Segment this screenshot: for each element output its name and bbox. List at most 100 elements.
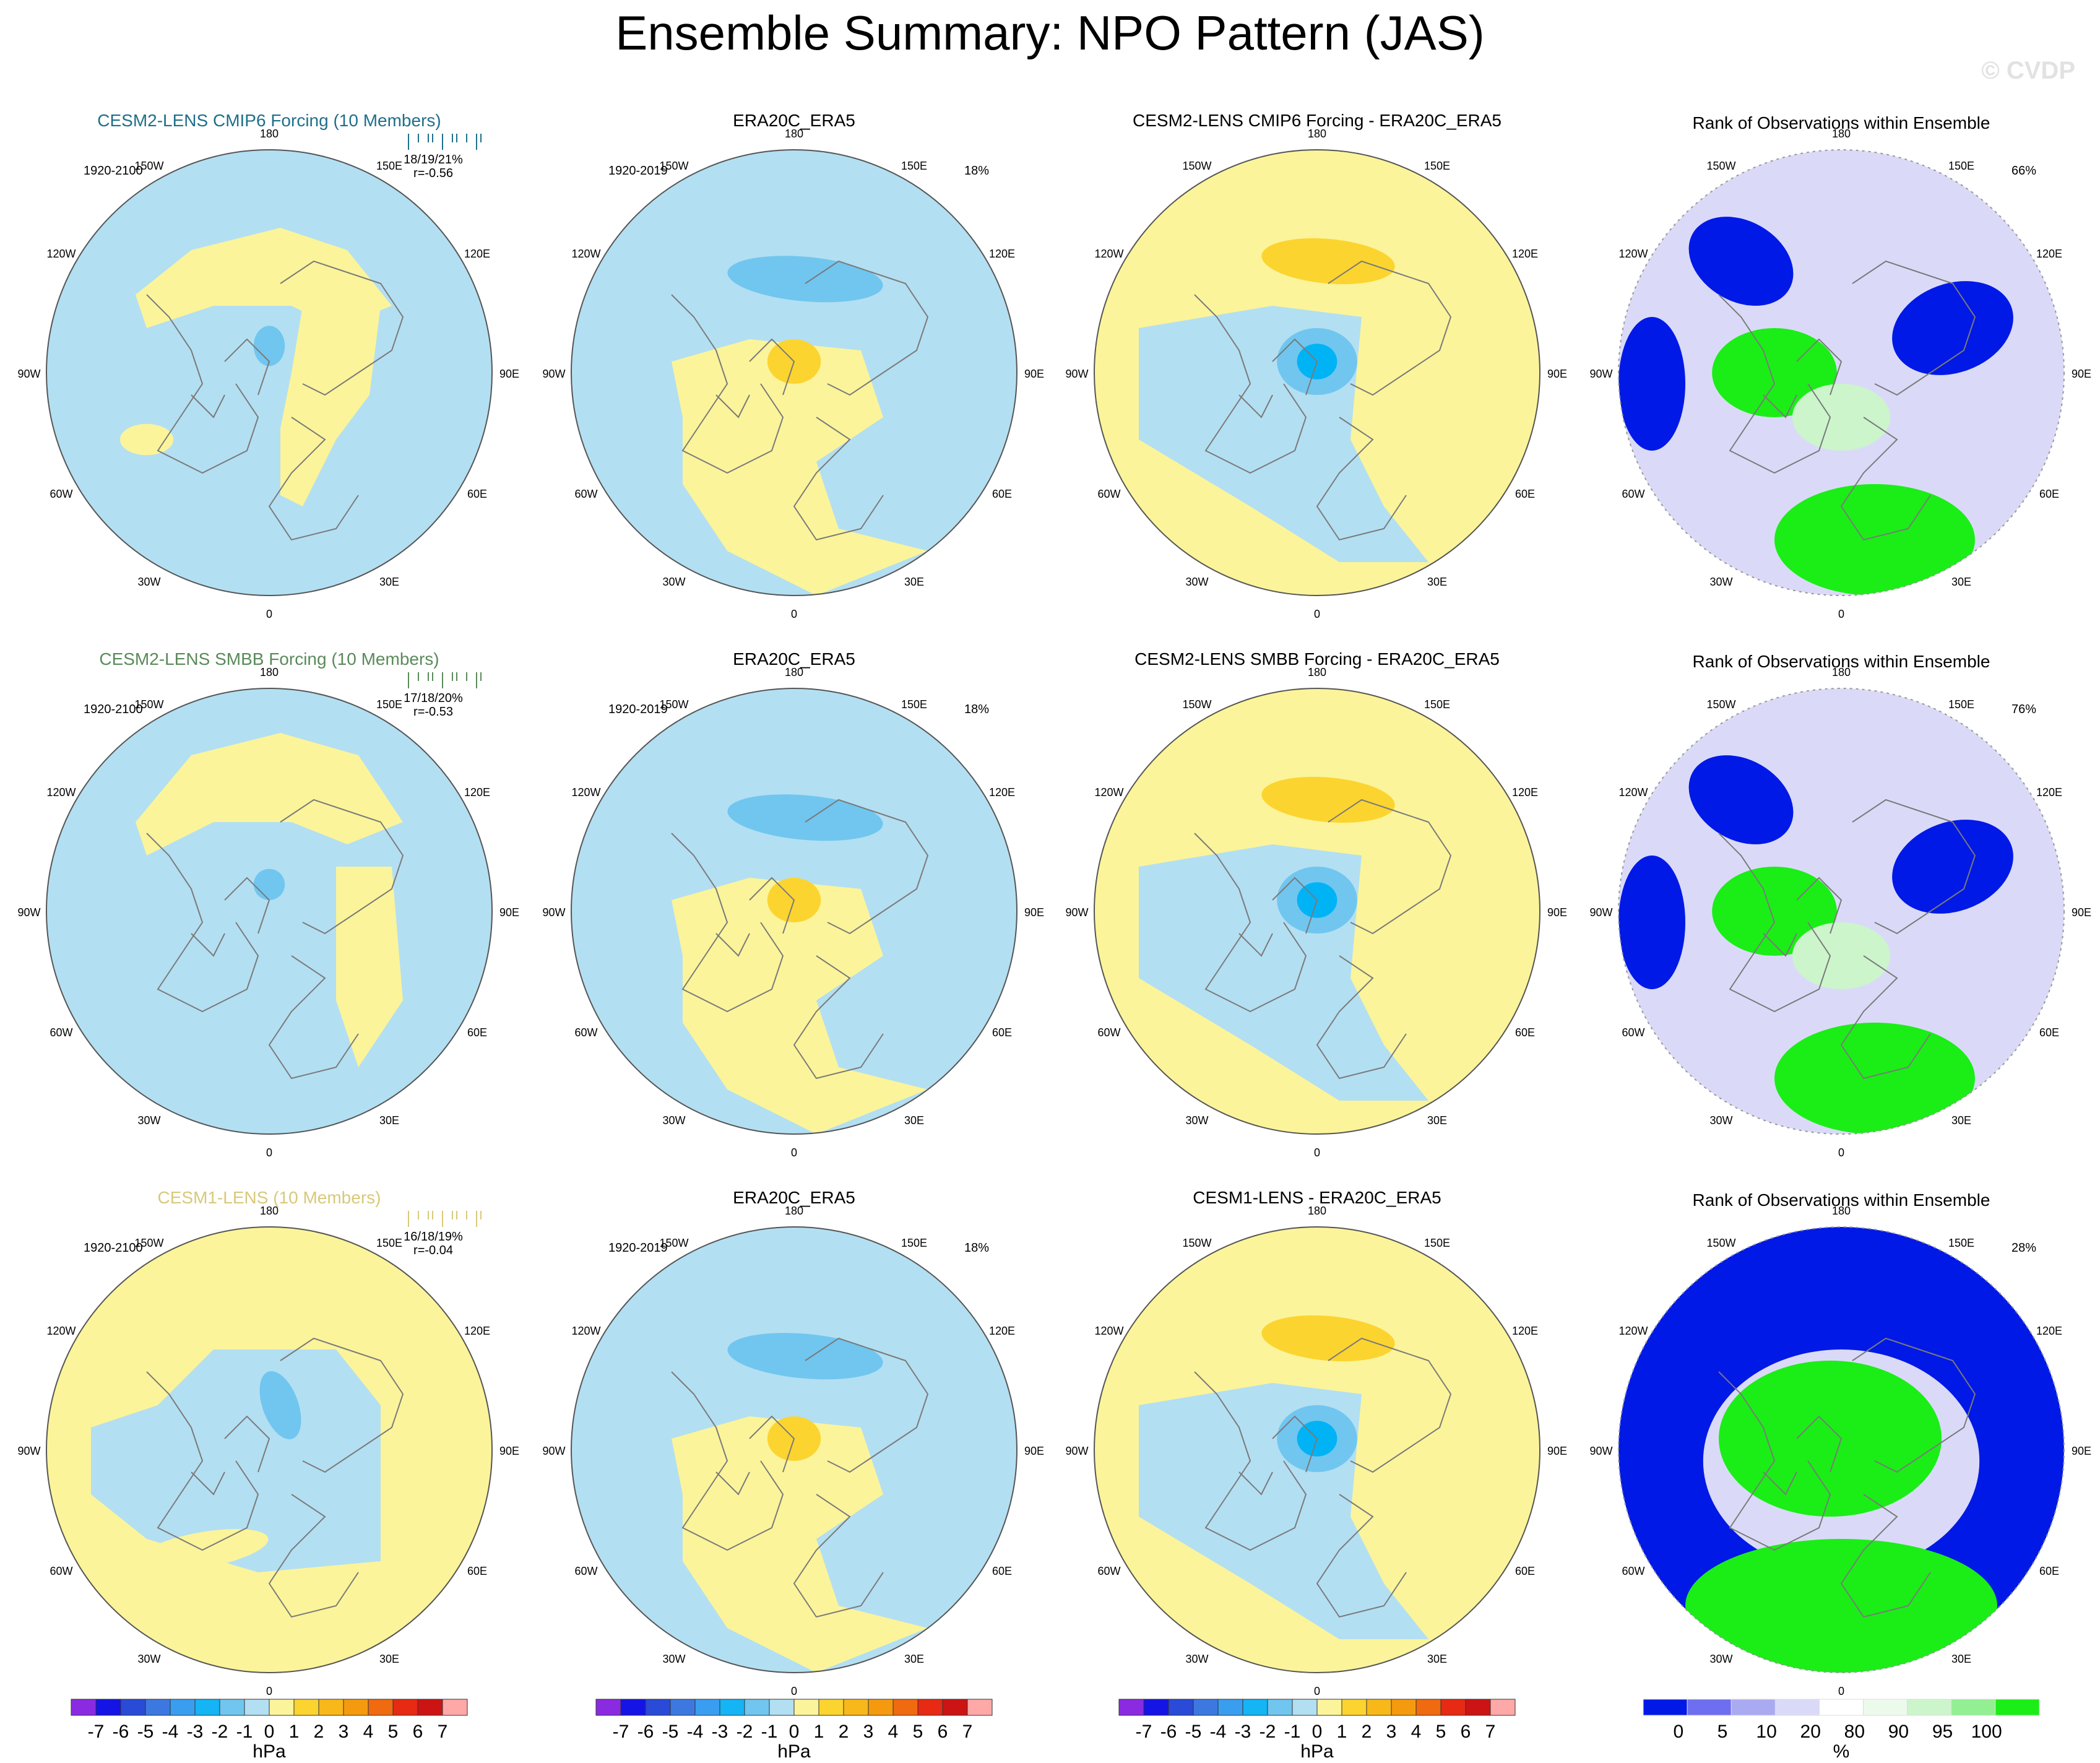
longitude-label: 180 bbox=[785, 1205, 803, 1217]
longitude-label: 0 bbox=[266, 1146, 272, 1159]
longitude-label: 150E bbox=[1948, 1237, 1974, 1249]
map-background bbox=[46, 150, 492, 596]
longitude-label: 60W bbox=[50, 488, 72, 500]
colorbar-swatch bbox=[71, 1699, 97, 1716]
longitude-label: 0 bbox=[1314, 1146, 1320, 1159]
colorbar-swatch bbox=[595, 1699, 621, 1716]
coastline bbox=[1796, 877, 1843, 934]
longitude-label: 90E bbox=[1547, 906, 1567, 919]
longitude-label: 90W bbox=[1589, 906, 1612, 919]
coastline bbox=[280, 260, 404, 396]
longitude-label: 30E bbox=[379, 1653, 399, 1665]
longitude-label: 90E bbox=[2072, 1445, 2091, 1457]
longitude-label: 60W bbox=[574, 488, 597, 500]
colorbar-tick-label: 10 bbox=[1756, 1722, 1776, 1742]
longitude-label: 90W bbox=[542, 906, 565, 919]
longitude-label: 30E bbox=[1951, 1114, 1971, 1127]
coastline bbox=[671, 833, 784, 1013]
longitude-label: 60E bbox=[1515, 1026, 1535, 1039]
positive-anomaly bbox=[672, 339, 928, 596]
longitude-label: 30W bbox=[662, 1653, 685, 1665]
rank-colorbar: 0 5 10 20 80 90 95 100% bbox=[1643, 1699, 2040, 1762]
longitude-label: 120E bbox=[2036, 786, 2062, 799]
colorbar-tick-label: 1 bbox=[289, 1722, 300, 1742]
coastline bbox=[671, 1371, 784, 1551]
colorbar-tick-label: 0 bbox=[1674, 1722, 1684, 1742]
pattern-correlation: r=-0.56 bbox=[413, 167, 453, 180]
coastline bbox=[1328, 799, 1452, 935]
longitude-label: 30E bbox=[379, 1114, 399, 1127]
colorbar-tick-label: 4 bbox=[888, 1722, 899, 1742]
colorbar-swatch bbox=[793, 1699, 819, 1716]
colorbar-tick-label: -4 bbox=[687, 1722, 704, 1742]
colorbar-swatch bbox=[868, 1699, 894, 1716]
coastline bbox=[749, 1415, 795, 1473]
colorbar-tick-label: -7 bbox=[88, 1722, 105, 1742]
longitude-label: 90W bbox=[1589, 1445, 1612, 1457]
colorbar-unit-label: hPa bbox=[253, 1741, 286, 1762]
longitude-label: 120W bbox=[46, 786, 76, 799]
longitude-label: 120E bbox=[464, 1325, 490, 1337]
longitude-label: 120W bbox=[1094, 786, 1123, 799]
obs-panel-title: ERA20C_ERA5 bbox=[733, 111, 855, 130]
colorbar-tick-label: 6 bbox=[413, 1722, 423, 1742]
diff-map: 180 150E 120E 90E 60E 30E 0 30W 60W 90W 120W 150W bbox=[1065, 128, 1567, 620]
longitude-label: 60E bbox=[467, 488, 487, 500]
colorbar-tick-label: 2 bbox=[314, 1722, 324, 1742]
positive-anomaly-strong bbox=[1261, 776, 1395, 823]
coastline bbox=[1718, 294, 1831, 474]
coastline bbox=[1316, 955, 1407, 1080]
colorbar-tick-label: 3 bbox=[863, 1722, 874, 1742]
period-label: 1920-2019 bbox=[608, 703, 668, 716]
positive-anomaly bbox=[672, 1416, 928, 1673]
longitude-label: 60W bbox=[574, 1565, 597, 1577]
coastline bbox=[1796, 1415, 1843, 1473]
longitude-label: 90W bbox=[17, 368, 40, 380]
negative-anomaly bbox=[727, 794, 883, 841]
coastline bbox=[224, 1415, 270, 1473]
rank-high bbox=[1685, 1539, 1997, 1673]
longitude-label: 90W bbox=[17, 906, 40, 919]
rank-low bbox=[1892, 820, 2013, 914]
colorbar-swatch bbox=[269, 1699, 295, 1716]
pattern-correlation: r=-0.04 bbox=[413, 1244, 453, 1257]
longitude-label: 180 bbox=[1832, 128, 1851, 140]
map-outline bbox=[1094, 688, 1540, 1135]
colorbar-swatch bbox=[145, 1699, 171, 1716]
coastline bbox=[793, 955, 884, 1080]
colorbar-swatch bbox=[1292, 1699, 1318, 1716]
coastline bbox=[1316, 1494, 1407, 1618]
colorbar-swatch bbox=[1366, 1699, 1392, 1716]
longitude-label: 180 bbox=[785, 666, 803, 678]
colorbar-tick-label: -2 bbox=[1260, 1722, 1276, 1742]
longitude-label: 0 bbox=[1314, 608, 1320, 620]
rank-map: 180 150E 120E 90E 60E 30E 0 30W 60W 90W 120W 150W bbox=[1589, 1205, 2091, 1697]
colorbar-swatch bbox=[843, 1699, 869, 1716]
coastline bbox=[1328, 260, 1452, 396]
colorbar-tick-label: 80 bbox=[1844, 1722, 1865, 1742]
rank-high bbox=[1774, 1023, 1975, 1134]
longitude-label: 180 bbox=[785, 128, 803, 140]
colorbar-swatch bbox=[670, 1699, 696, 1716]
longitude-label: 60W bbox=[50, 1026, 72, 1039]
positive-anomaly bbox=[136, 228, 392, 328]
longitude-label: 150W bbox=[134, 160, 163, 172]
period-label: 1920-2100 bbox=[84, 703, 143, 716]
longitude-label: 150E bbox=[1424, 698, 1450, 711]
colorbar-swatch bbox=[1341, 1699, 1367, 1716]
longitude-label: 120E bbox=[989, 786, 1015, 799]
pct-variance: 18% bbox=[964, 703, 989, 716]
coastline bbox=[793, 1494, 884, 1618]
colorbar-swatch bbox=[1118, 1699, 1144, 1716]
colorbar-tick-label: 0 bbox=[1312, 1722, 1323, 1742]
colorbar-tick-label: -5 bbox=[662, 1722, 679, 1742]
longitude-label: 150E bbox=[901, 698, 927, 711]
colorbar-tick-label: 4 bbox=[1411, 1722, 1422, 1742]
map-outline bbox=[571, 688, 1018, 1135]
map-outline bbox=[1094, 1226, 1540, 1673]
rank-low bbox=[1618, 317, 1685, 451]
longitude-label: 0 bbox=[1838, 1146, 1844, 1159]
colorbar-tick-label: -2 bbox=[737, 1722, 753, 1742]
longitude-label: 60E bbox=[1515, 488, 1535, 500]
